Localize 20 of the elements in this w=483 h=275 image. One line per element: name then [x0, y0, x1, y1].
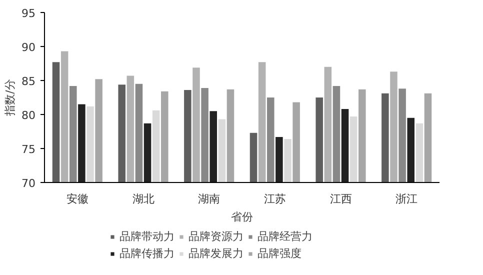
x-tick-label: 江西: [330, 192, 352, 206]
y-tick-label: 85: [22, 75, 36, 88]
legend-label: 品牌经营力: [257, 229, 312, 244]
x-axis-title: 省份: [231, 210, 253, 224]
y-tick-label: 75: [22, 143, 36, 156]
x-tick-label: 安徽: [66, 192, 88, 206]
legend-label: 品牌资源力: [188, 229, 244, 244]
legend-label: 品牌传播力: [119, 246, 174, 261]
y-tick-label: 70: [22, 177, 36, 190]
y-tick-label: 80: [22, 109, 36, 122]
x-tick-label: 浙江: [396, 192, 418, 206]
legend-label: 品牌带动力: [119, 229, 174, 244]
y-tick-label: 95: [22, 7, 36, 20]
legend-label: 品牌发展力: [188, 246, 244, 261]
x-tick-label: 湖北: [132, 192, 154, 206]
x-tick-label: 湖南: [198, 192, 220, 206]
y-tick-label: 90: [22, 41, 36, 54]
y-axis-title: 指数/分: [4, 79, 17, 117]
x-tick-label: 江苏: [264, 192, 286, 206]
legend-label: 品牌强度: [257, 246, 302, 261]
